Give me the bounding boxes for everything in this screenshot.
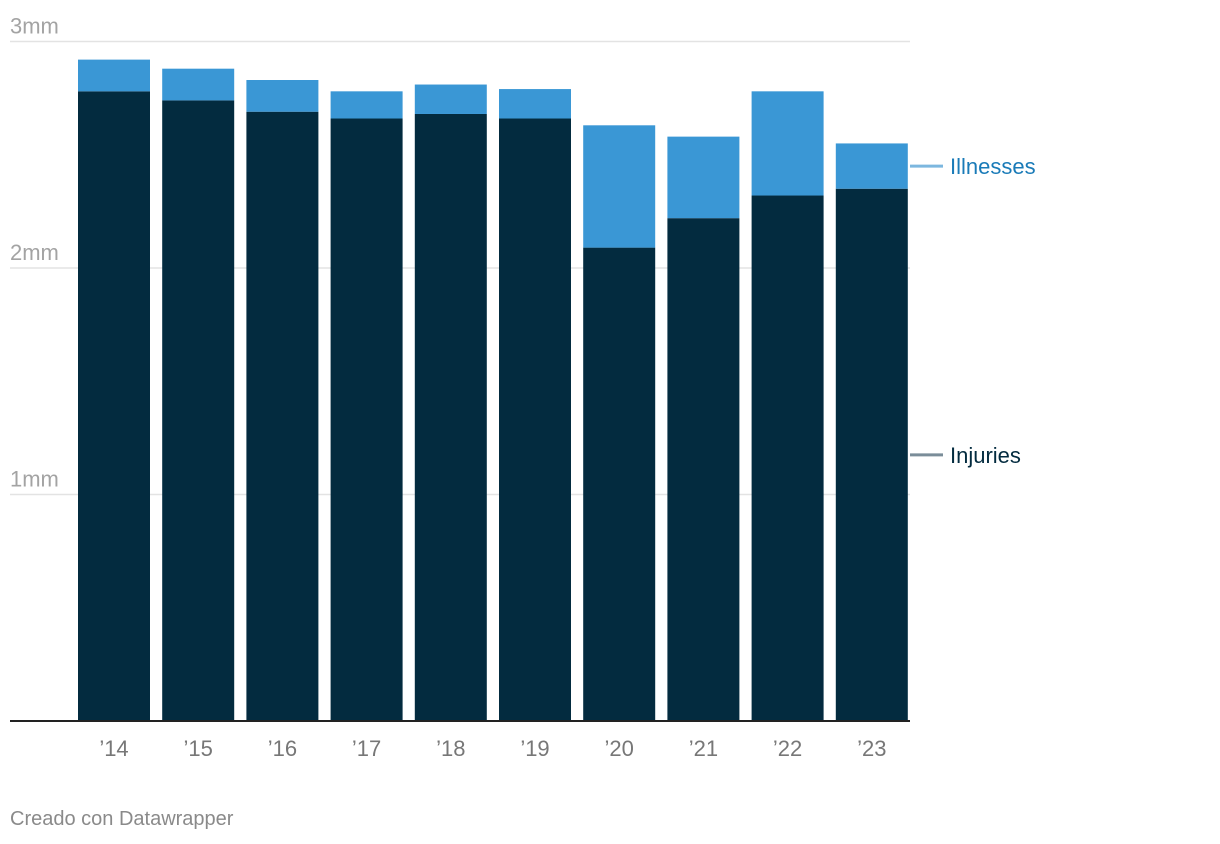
bar-illnesses-8: [751, 91, 824, 196]
bar-injuries-2: [246, 111, 319, 722]
bar-illnesses-9: [835, 143, 908, 189]
bar-illnesses-4: [414, 84, 487, 114]
footer-credit: Creado con Datawrapper: [10, 808, 234, 830]
bar-illnesses-3: [330, 91, 403, 119]
bar-illnesses-7: [667, 136, 740, 219]
bars: [78, 59, 908, 722]
legend-label-injuries: Injuries: [950, 443, 1021, 468]
legend-label-illnesses: Illnesses: [950, 154, 1036, 179]
bar-illnesses-5: [499, 89, 571, 119]
x-axis: ’14 ’15 ’16 ’17 ’18 ’19 ’20 ’21 ’22 ’23: [10, 720, 910, 761]
x-tick-label-5: ’19: [520, 736, 549, 761]
bar-illnesses-6: [583, 125, 656, 248]
y-tick-label-1: 1mm: [10, 467, 59, 492]
bar-injuries-1: [162, 100, 235, 721]
legend: Injuries Illnesses: [910, 154, 1036, 468]
x-tick-label-6: ’20: [605, 736, 634, 761]
x-tick-label-7: ’21: [689, 736, 718, 761]
bar-injuries-6: [583, 247, 656, 722]
y-tick-label-2: 2mm: [10, 240, 59, 265]
y-tick-label-3: 3mm: [10, 14, 59, 39]
bar-illnesses-0: [78, 59, 150, 92]
x-tick-label-2: ’16: [268, 736, 297, 761]
bar-injuries-8: [751, 195, 824, 721]
bar-injuries-3: [330, 118, 403, 721]
x-tick-label-4: ’18: [436, 736, 465, 761]
x-tick-label-9: ’23: [857, 736, 886, 761]
x-tick-label-1: ’15: [184, 736, 213, 761]
bar-illnesses-1: [162, 68, 235, 101]
bar-injuries-5: [499, 118, 571, 721]
bar-injuries-7: [667, 218, 740, 722]
bar-injuries-9: [835, 188, 908, 722]
x-tick-label-8: ’22: [773, 736, 802, 761]
bar-injuries-0: [78, 91, 150, 721]
x-tick-label-0: ’14: [99, 736, 128, 761]
bar-injuries-4: [414, 113, 487, 722]
bar-illnesses-2: [246, 80, 319, 112]
x-tick-label-3: ’17: [352, 736, 381, 761]
